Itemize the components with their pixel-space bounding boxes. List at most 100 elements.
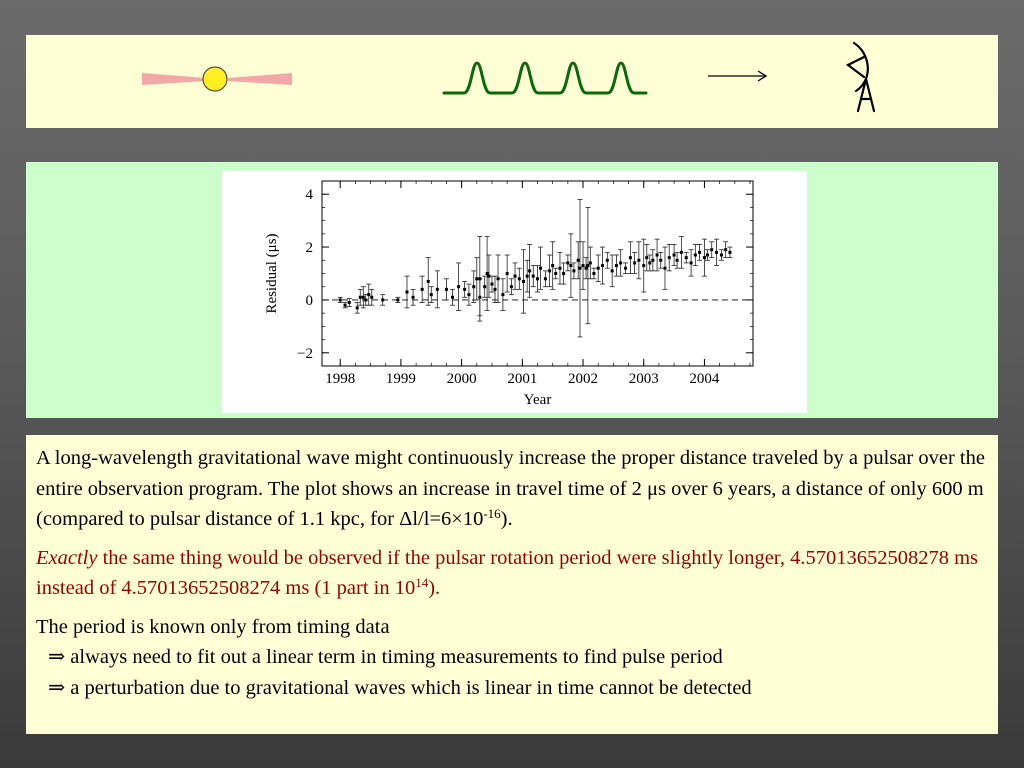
y-tick-label: −2 bbox=[297, 346, 313, 362]
data-point bbox=[451, 295, 455, 299]
paragraph-2-text: the same thing would be observed if the … bbox=[36, 546, 978, 600]
data-point bbox=[343, 303, 347, 307]
data-point bbox=[586, 264, 590, 268]
data-point bbox=[562, 272, 566, 275]
paragraph-3-intro: The period is known only from timing dat… bbox=[36, 615, 390, 638]
data-point bbox=[405, 290, 409, 294]
radio-telescope-icon bbox=[845, 41, 876, 113]
y-tick-label: 4 bbox=[306, 187, 314, 203]
data-point bbox=[426, 279, 430, 283]
data-point bbox=[509, 285, 513, 289]
data-point bbox=[543, 277, 547, 281]
data-point bbox=[679, 250, 683, 254]
data-point bbox=[605, 258, 609, 262]
pulse-train-icon bbox=[442, 61, 648, 95]
data-point bbox=[496, 277, 500, 281]
data-point bbox=[648, 261, 652, 265]
data-point bbox=[457, 285, 461, 289]
data-point bbox=[600, 264, 604, 268]
data-point bbox=[619, 261, 623, 265]
data-point bbox=[370, 295, 374, 299]
data-point bbox=[364, 298, 368, 302]
illustration-svg bbox=[142, 41, 876, 113]
data-point bbox=[536, 277, 539, 281]
paragraph-1-text: A long-wavelength gravitational wave mig… bbox=[36, 447, 985, 530]
data-point bbox=[483, 285, 487, 289]
pulsar-star bbox=[202, 66, 228, 92]
y-tick-label: 0 bbox=[306, 293, 314, 309]
x-tick-label: 2001 bbox=[507, 371, 537, 387]
data-point bbox=[525, 274, 529, 278]
data-point bbox=[672, 253, 676, 257]
data-point bbox=[490, 282, 494, 286]
data-point bbox=[576, 258, 580, 262]
data-point bbox=[558, 266, 562, 270]
data-point bbox=[358, 295, 362, 299]
data-point bbox=[472, 285, 476, 289]
data-point bbox=[444, 287, 448, 291]
data-point bbox=[347, 301, 351, 305]
data-point bbox=[381, 298, 385, 302]
data-point bbox=[566, 261, 570, 265]
paragraph-3: The period is known only from timing dat… bbox=[36, 612, 988, 704]
paragraph-2-emphasis: Exactly bbox=[36, 546, 98, 569]
data-point bbox=[367, 293, 371, 297]
data-point bbox=[361, 295, 365, 299]
data-point bbox=[539, 266, 543, 270]
data-point bbox=[578, 266, 582, 270]
data-point bbox=[684, 256, 688, 260]
data-point bbox=[554, 272, 558, 275]
x-tick-label: 2002 bbox=[568, 371, 598, 387]
data-point bbox=[667, 256, 671, 260]
illustration-panel bbox=[26, 35, 998, 128]
right-arrow-icon bbox=[708, 70, 768, 82]
paragraph-1-exponent: -16 bbox=[483, 506, 501, 521]
data-point bbox=[548, 269, 552, 273]
pulsar-beam-right bbox=[228, 73, 292, 85]
paragraph-2-exponent: 14 bbox=[415, 575, 429, 590]
data-point bbox=[487, 274, 491, 278]
paragraph-1: A long-wavelength gravitational wave mig… bbox=[36, 443, 988, 535]
data-point bbox=[614, 264, 618, 268]
data-point bbox=[637, 258, 641, 262]
y-tick-label: 2 bbox=[306, 240, 314, 256]
data-point bbox=[655, 253, 659, 257]
data-point bbox=[355, 306, 359, 310]
pulsar-icon bbox=[142, 66, 292, 92]
paragraph-2-end: ). bbox=[428, 577, 441, 599]
data-point bbox=[522, 279, 526, 283]
data-point bbox=[551, 264, 555, 268]
data-point bbox=[501, 293, 505, 297]
data-point bbox=[463, 287, 467, 291]
data-point bbox=[610, 269, 614, 273]
data-point bbox=[475, 277, 479, 281]
data-point bbox=[505, 272, 509, 275]
data-point bbox=[628, 256, 632, 260]
data-point bbox=[478, 277, 482, 281]
data-point bbox=[596, 266, 600, 270]
x-tick-label: 2004 bbox=[689, 371, 720, 387]
data-point bbox=[693, 253, 697, 257]
data-point bbox=[719, 253, 723, 257]
paragraph-1-end: ). bbox=[500, 508, 513, 530]
data-point bbox=[715, 250, 719, 254]
data-point bbox=[675, 258, 679, 262]
data-point bbox=[531, 274, 535, 278]
data-point bbox=[724, 248, 728, 252]
paragraph-3-bullet-1: ⇒ always need to fit out a linear term i… bbox=[48, 646, 723, 668]
data-point bbox=[592, 272, 596, 275]
data-point bbox=[517, 277, 521, 281]
data-point bbox=[485, 272, 489, 275]
x-tick-label: 2003 bbox=[629, 371, 659, 387]
data-point bbox=[642, 264, 646, 268]
data-point bbox=[663, 266, 667, 270]
data-point bbox=[420, 287, 424, 291]
data-point bbox=[633, 261, 637, 265]
data-point bbox=[710, 248, 714, 252]
data-point bbox=[624, 266, 628, 270]
data-point bbox=[569, 264, 573, 268]
data-point bbox=[572, 269, 576, 273]
data-point bbox=[698, 250, 702, 254]
data-point bbox=[493, 287, 497, 291]
data-point bbox=[467, 293, 471, 297]
